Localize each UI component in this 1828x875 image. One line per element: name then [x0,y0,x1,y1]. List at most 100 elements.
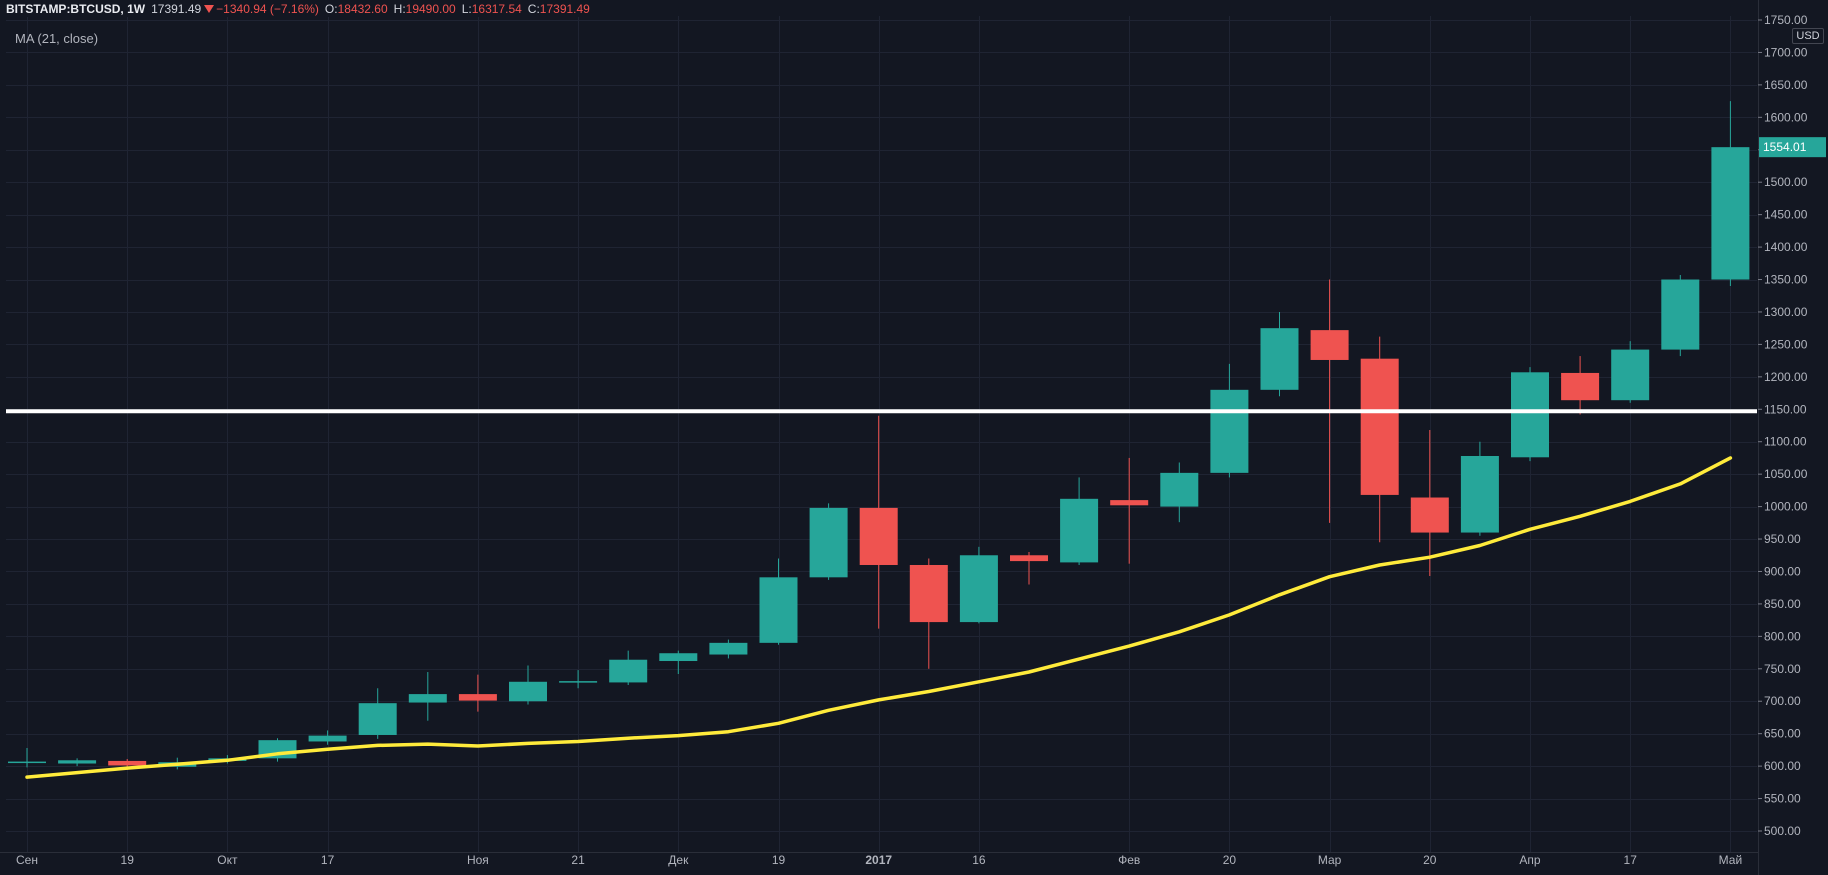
price-tick-label: 1250.00 [1764,337,1808,351]
symbol-label: BITSTAMP:BTCUSD, 1W [6,2,146,16]
candle-body [1661,279,1700,350]
price-tick-label: 800.00 [1764,629,1801,643]
time-tick-label: Ноя [467,853,489,867]
price-tick-label: 1200.00 [1764,370,1808,384]
candle-body [1010,555,1048,562]
high-value: 19490.00 [405,2,456,16]
candle-body [1711,147,1750,280]
candle [1511,367,1549,462]
price-tick-label: 850.00 [1764,597,1801,611]
candle-body [509,681,547,702]
candle-body [1511,372,1549,458]
candle [509,665,547,705]
candle [1460,441,1499,536]
time-tick-label: 19 [772,853,786,867]
candle [358,688,397,739]
price-tick-label: 950.00 [1764,532,1801,546]
close-label: C: [527,2,540,16]
candle [1661,274,1700,357]
candle-body [809,507,848,578]
candle-body [408,694,447,703]
candle-body [1611,349,1650,401]
candle-body [859,507,898,565]
last-price-badge [1759,137,1826,158]
candle-body [1460,455,1499,533]
candle [1060,477,1099,565]
candle [809,503,848,580]
candle [1410,430,1449,577]
candle [458,674,497,712]
price-tick-label: 1050.00 [1764,467,1808,481]
candle [1360,336,1399,543]
candle-body [458,694,497,701]
candle-body [959,555,998,623]
price-tick-label: 1100.00 [1764,435,1807,449]
candle-body [1210,389,1249,473]
low-label: L: [461,2,472,16]
candle-body [1410,497,1449,533]
time-tick-label: 16 [972,853,986,867]
last-price-label: 1554.01 [1763,140,1807,154]
candle [609,650,648,686]
candle [759,558,798,645]
candle-body [1561,372,1600,401]
candle-body [58,760,97,764]
candle [58,758,97,767]
candle-body [659,653,698,662]
time-tick-label: 20 [1423,853,1437,867]
time-tick-label: 17 [321,853,335,867]
time-tick-label: 20 [1223,853,1237,867]
candle [308,730,347,745]
time-tick-label: Дек [668,853,689,867]
candle [859,415,898,629]
currency-label[interactable]: USD [1792,28,1824,44]
price-tick-label: 1000.00 [1764,500,1808,514]
candle [1611,341,1650,403]
time-tick-label: Сен [16,853,38,867]
candle [1110,457,1149,564]
candle [909,558,948,669]
candle [1711,101,1750,287]
time-tick-label: 21 [571,853,585,867]
candle [1561,356,1600,415]
time-tick-label: Мар [1318,853,1342,867]
close-value: 17391.49 [539,2,590,16]
high-label: H: [393,2,406,16]
candle-body [609,659,648,683]
price-tick-label: 1450.00 [1764,208,1808,222]
candle-body [8,761,46,764]
price-tick-label: 1600.00 [1764,110,1808,124]
price-tick-label: 700.00 [1764,694,1801,708]
price-tick-label: 1700.00 [1764,45,1808,59]
down-triangle-icon [204,5,215,13]
price-tick-label: 550.00 [1764,792,1801,806]
open-value: 18432.60 [337,2,388,16]
candle [408,672,447,721]
time-tick-label: Апр [1519,853,1541,867]
candle [659,650,698,674]
candle [258,738,297,762]
candle-body [909,564,948,623]
candle [559,670,598,689]
candle-body [1260,328,1299,390]
candle [1210,363,1249,478]
price-tick-label: 1350.00 [1764,273,1808,287]
candle-body [1360,358,1399,495]
price-tick-label: 900.00 [1764,564,1801,578]
candle [1310,279,1349,523]
candle [8,747,46,768]
time-tick-label: 19 [121,853,135,867]
time-tick-label: Май [1719,853,1743,867]
ma-line [25,456,1733,779]
chart-header: BITSTAMP:BTCUSD, 1W 17391.49 −1340.94 (−… [6,1,596,17]
candle [1160,462,1199,523]
candle [1010,552,1048,585]
candle-body [358,703,397,735]
price-tick-label: 1750.00 [1764,13,1808,27]
candle-body [709,642,748,655]
candle-body [1060,498,1099,563]
ma-indicator-label[interactable]: MA (21, close) [15,31,99,46]
price-tick-label: 1650.00 [1764,78,1808,92]
